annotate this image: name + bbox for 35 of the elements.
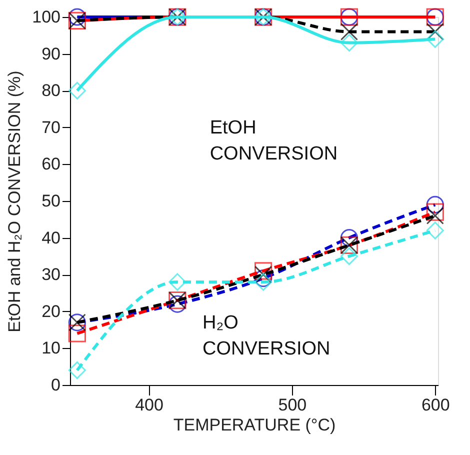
annotation: H₂O CONVERSION: [202, 312, 330, 360]
y-tick-label: 50: [42, 192, 60, 210]
point: [68, 8, 86, 26]
x-tick-label: 600: [421, 396, 450, 414]
point: [68, 361, 86, 380]
x-tick-label: 400: [135, 396, 164, 414]
point: [426, 30, 444, 48]
y-axis-title: EtOH and H₂O CONVERSION (%): [5, 70, 24, 332]
point: [254, 273, 272, 291]
y-tick-label: 20: [42, 302, 60, 321]
annotation: EtOH CONVERSION: [210, 117, 338, 164]
point: [254, 262, 272, 280]
point: [254, 269, 272, 288]
y-tick-label: 70: [42, 118, 60, 137]
point: [426, 206, 444, 225]
point: [68, 82, 86, 100]
y-tick-label: 10: [42, 338, 60, 358]
point: [426, 203, 444, 221]
point: [340, 247, 358, 266]
y-tick-label: 0: [51, 376, 60, 394]
point: [426, 222, 444, 240]
y-tick-label: 90: [42, 44, 60, 64]
x-tick-label: 500: [278, 396, 307, 414]
x-axis-title: TEMPERATURE (°C): [173, 416, 336, 434]
point: [340, 22, 358, 41]
point: [68, 324, 86, 342]
point: [426, 196, 444, 214]
point: [340, 229, 358, 247]
y-tick-label: 60: [42, 154, 60, 174]
point: [168, 273, 186, 291]
y-tick-label: 100: [32, 8, 60, 26]
y-tick-label: 40: [42, 228, 60, 248]
point: [340, 34, 358, 52]
y-tick-label: 30: [42, 265, 60, 284]
y-tick-label: 80: [42, 81, 60, 100]
